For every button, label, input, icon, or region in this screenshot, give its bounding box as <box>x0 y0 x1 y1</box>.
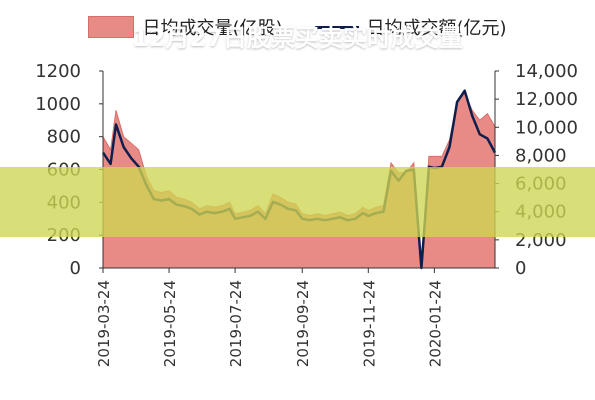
left-tick-label: 0 <box>70 258 81 279</box>
x-tick-label: 2019-09-24 <box>294 280 312 367</box>
right-tick-label: 0 <box>515 258 526 279</box>
x-tick-label: 2019-05-24 <box>161 280 179 367</box>
banner-title: 12月27日股票买卖实时成交量 <box>132 23 463 52</box>
x-tick-label: 2019-07-24 <box>227 280 245 367</box>
right-tick-label: 10,000 <box>515 117 578 138</box>
x-tick-label: 2019-11-24 <box>360 280 378 367</box>
left-tick-label: 800 <box>47 127 81 148</box>
left-tick-label: 1200 <box>35 61 81 82</box>
x-tick-label: 2019-03-24 <box>95 280 113 367</box>
legend-label-turnover: 日均成交额(亿元) <box>366 18 507 39</box>
right-tick-label: 8,000 <box>515 145 567 166</box>
x-tick-label: 2020-01-24 <box>426 280 444 367</box>
legend-label-volume: 日均成交量(亿股) <box>142 18 283 39</box>
legend-swatch-area <box>88 16 135 38</box>
left-tick-label: 1000 <box>35 94 81 115</box>
title-banner <box>0 167 595 237</box>
legend-swatch-line <box>314 25 359 29</box>
right-tick-label: 14,000 <box>515 61 578 82</box>
right-tick-label: 12,000 <box>515 89 578 110</box>
legend-item-volume: 日均成交量(亿股) <box>88 14 283 40</box>
legend: 日均成交量(亿股) 日均成交额(亿元) <box>0 12 595 42</box>
legend-item-turnover: 日均成交额(亿元) <box>314 14 507 40</box>
